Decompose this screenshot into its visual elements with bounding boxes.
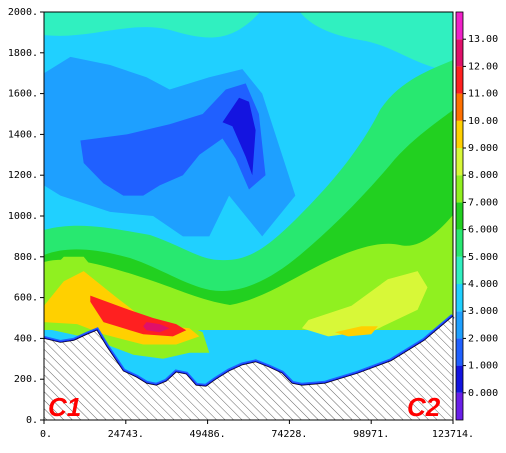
y-tick-label: 1400. [8, 129, 38, 140]
colorbar-frame [455, 11, 464, 421]
colorbar-swatch [456, 311, 463, 339]
colorbar-swatch [456, 202, 463, 230]
colorbar-tick-label: 4.000 [468, 279, 498, 290]
colorbar-swatch [456, 12, 463, 40]
colorbar-swatch [456, 66, 463, 94]
y-tick-label: 1200. [8, 170, 38, 181]
terrain-hatch [43, 315, 454, 421]
colorbar-swatch [456, 392, 463, 420]
contour-region-0 [222, 97, 256, 176]
colorbar-tick-label: 6.000 [468, 225, 498, 236]
colorbar-swatch [456, 93, 463, 121]
y-tick-label: 600. [14, 293, 38, 304]
y-tick-label: 1000. [8, 211, 38, 222]
y-tick-label: 0. [26, 415, 38, 426]
x-tick-label: 98971. [353, 429, 389, 440]
colorbar-swatch [456, 229, 463, 257]
colorbar-tick-label: 13.00 [468, 34, 498, 45]
contour-region-1 [80, 83, 266, 196]
y-tick-label: 200. [14, 374, 38, 385]
colorbar-tick-label: 8.000 [468, 170, 498, 181]
colorbar-swatch [456, 365, 463, 393]
y-tick-label: 1800. [8, 48, 38, 59]
colorbar-swatch [456, 39, 463, 67]
colorbar-swatch [456, 148, 463, 176]
y-tick-label: 2000. [8, 7, 38, 18]
contour-region-9 [334, 326, 378, 337]
colorbar-tick-label: 11.00 [468, 89, 498, 100]
y-tick-label: 800. [14, 252, 38, 263]
contour-region-12 [143, 322, 170, 333]
end-label-right: C2 [407, 392, 441, 422]
colorbar-swatch [456, 284, 463, 312]
colorbar-tick-label: 7.000 [468, 197, 498, 208]
axes: 0. 200. 400. 600. 800. 1000. 1200. 1400. 1600. 18… [8, 7, 474, 440]
x-tick-label: 123714. [432, 429, 474, 440]
upper-level-band [44, 12, 260, 38]
colorbar-tick-label: 0.000 [468, 388, 498, 399]
terrain-mask [43, 314, 455, 421]
colorbar-tick-label: 12.00 [468, 61, 498, 72]
y-tick-label: 400. [14, 333, 38, 344]
x-tick-label: 0. [40, 429, 52, 440]
colorbar-tick-label: 2.000 [468, 333, 498, 344]
x-tick-label: 74228. [271, 429, 307, 440]
colorbar-tick-label: 3.000 [468, 306, 498, 317]
colorbar: 0.000 1.000 2.000 3.000 4.000 5.000 6.000 7.000… [455, 11, 498, 421]
colorbar-swatch [456, 175, 463, 203]
colorbar-tick-label: 1.000 [468, 361, 498, 372]
yellow-green-band [44, 215, 453, 330]
colorbar-tick-label: 9.000 [468, 143, 498, 154]
colorbar-swatch [456, 120, 463, 148]
colorbar-tick-label: 10.00 [468, 116, 498, 127]
colorbar-tick-label: 5.000 [468, 252, 498, 263]
end-label-left: C1 [48, 392, 81, 422]
colorbar-swatch [456, 338, 463, 366]
x-tick-label: 49486. [190, 429, 226, 440]
colorbar-swatch [456, 256, 463, 284]
upper-right-band [300, 12, 453, 70]
contour-region-8 [301, 271, 428, 337]
y-tick-label: 1600. [8, 89, 38, 100]
x-tick-label: 24743. [108, 429, 144, 440]
